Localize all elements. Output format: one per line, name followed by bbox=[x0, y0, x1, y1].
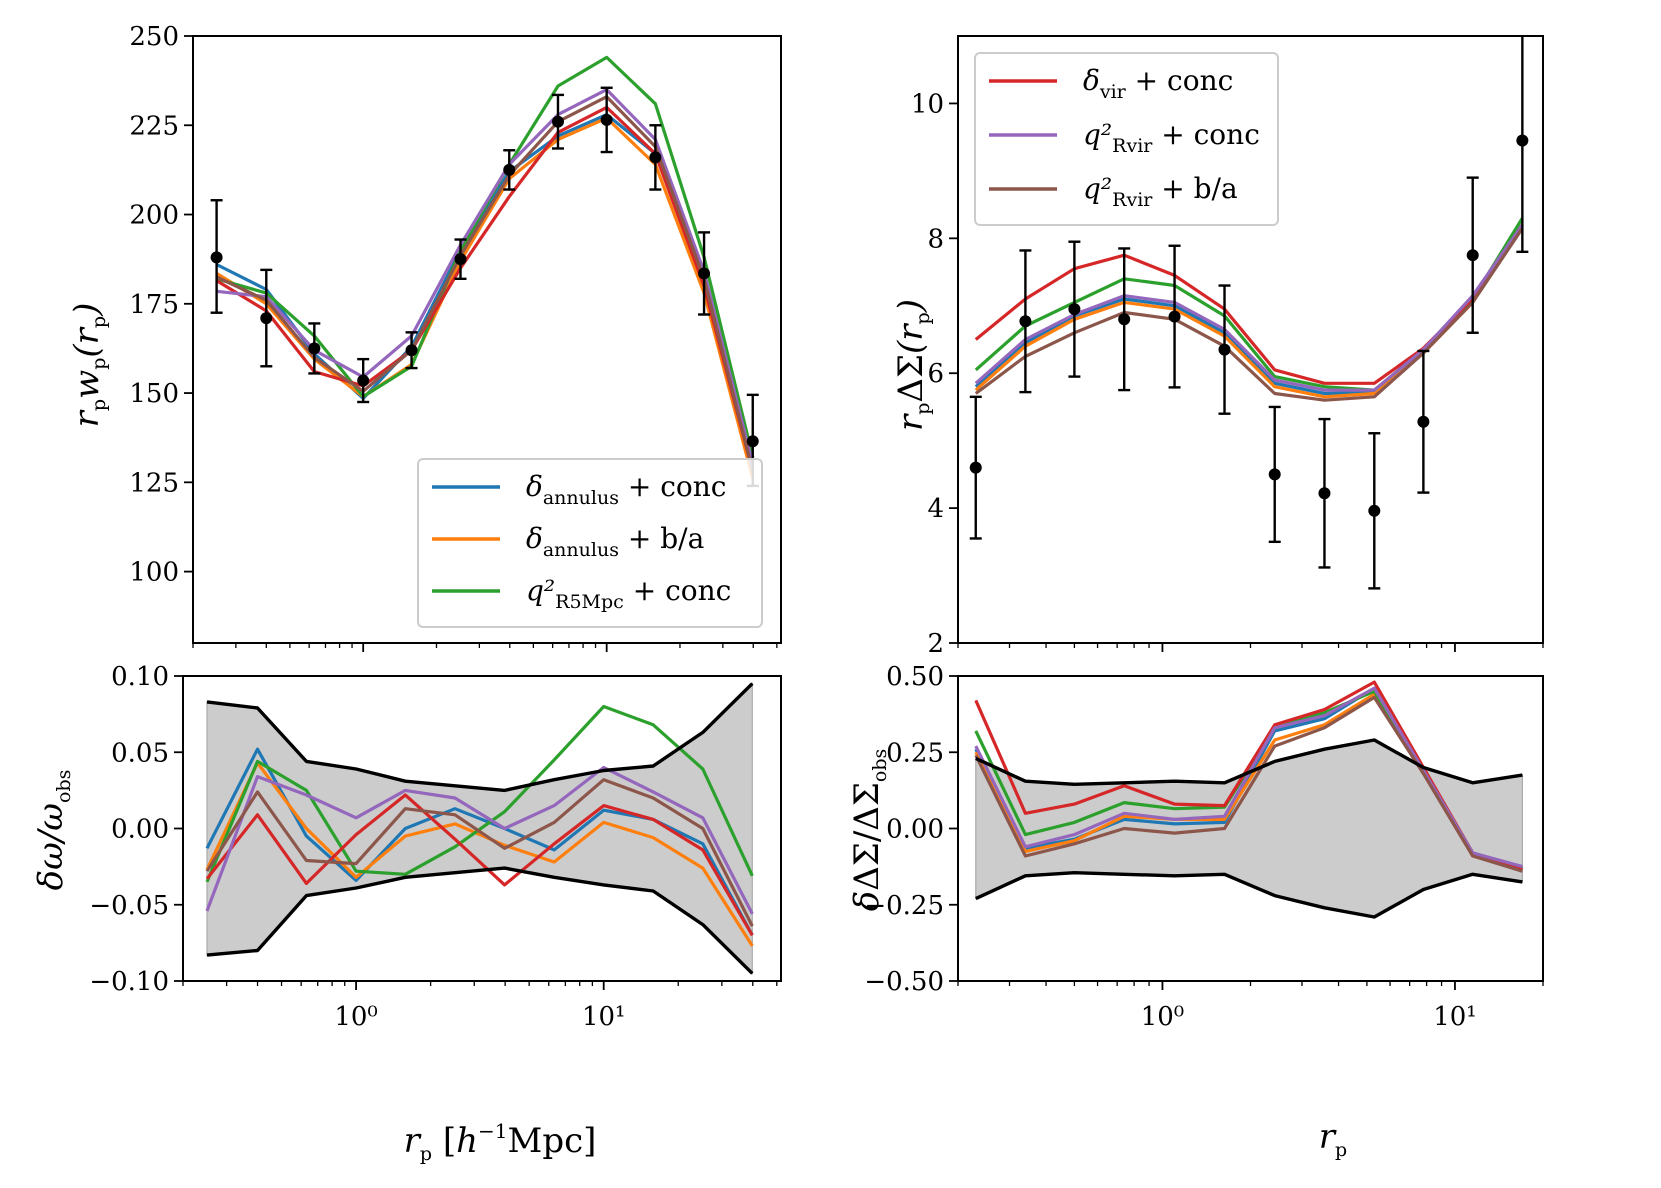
ds-top-legend: δvir + conc q²Rvir + conc q²Rvir + b/a bbox=[974, 52, 1279, 226]
legend-entry: δannulus + b/a bbox=[432, 522, 704, 561]
x-tick-label: 10⁰ bbox=[1141, 1002, 1185, 1032]
legend-entry: q²R5Mpc + conc bbox=[432, 574, 731, 613]
svg-text:q²Rvir + b/a: q²Rvir + b/a bbox=[1083, 172, 1238, 211]
y-tick-label: 200 bbox=[129, 201, 179, 231]
observed-point bbox=[1318, 417, 1331, 569]
observed-point bbox=[210, 199, 223, 314]
ds-top-ylabel: rpΔΣ(rp) bbox=[891, 299, 934, 431]
y-tick-label: 2 bbox=[927, 629, 944, 659]
x-tick-label: 10¹ bbox=[1433, 1002, 1477, 1032]
observed-point bbox=[1466, 176, 1479, 334]
observed-point bbox=[357, 357, 370, 404]
wp-top-plot-area bbox=[210, 55, 759, 488]
observed-point bbox=[600, 86, 613, 154]
wp-bottom-plot-area bbox=[205, 682, 754, 975]
legend-entry: δannulus + conc bbox=[432, 470, 726, 509]
svg-text:δannulus + conc: δannulus + conc bbox=[526, 470, 726, 509]
band-lower-edge bbox=[206, 866, 754, 975]
wp-residual-panel: −0.10 −0.05 0.00 0.05 0.10 10⁰ 10¹ bbox=[89, 662, 782, 1032]
observed-point bbox=[1516, 36, 1529, 254]
observed-point bbox=[1268, 405, 1281, 544]
svg-text:δannulus + b/a: δannulus + b/a bbox=[526, 522, 704, 561]
observed-point bbox=[503, 149, 516, 191]
wp-top-axes-frame bbox=[192, 35, 782, 644]
svg-text:q²R5Mpc + conc: q²R5Mpc + conc bbox=[526, 574, 731, 613]
observed-point bbox=[1417, 349, 1430, 494]
y-tick-label: 250 bbox=[129, 22, 179, 52]
x-tick-label: 10¹ bbox=[582, 1002, 626, 1032]
series-line-q-r5mpc-conc bbox=[205, 704, 754, 883]
series-line-q-rvir-conc bbox=[205, 765, 754, 915]
observed-point bbox=[969, 395, 982, 540]
observed-point bbox=[1168, 244, 1181, 389]
observed-point bbox=[308, 322, 321, 375]
observed-point bbox=[454, 238, 467, 280]
y-tick-label: −0.10 bbox=[89, 967, 169, 997]
legend-entry: q²Rvir + b/a bbox=[989, 172, 1238, 211]
y-tick-label: −0.25 bbox=[864, 891, 944, 921]
series-line--annulus-b-a bbox=[205, 761, 754, 947]
y-tick-label: 0.50 bbox=[886, 662, 944, 692]
y-tick-label: 225 bbox=[129, 111, 179, 141]
y-tick-label: 0.05 bbox=[111, 738, 169, 768]
y-tick-label: 6 bbox=[927, 359, 944, 389]
observed-point bbox=[260, 268, 273, 368]
y-tick-label: 8 bbox=[927, 224, 944, 254]
series-line-q-rvir-conc bbox=[216, 87, 755, 465]
legend-entry: q²Rvir + conc bbox=[989, 118, 1260, 157]
series-line-q-rvir-b-a bbox=[215, 95, 755, 472]
delta-sigma-top-panel: 2 4 6 8 10 δvir + conc q²Rvir + conc q²Rvir + b… bbox=[911, 35, 1544, 659]
series-line-q-rvir-b-a bbox=[205, 778, 754, 927]
y-tick-label: 150 bbox=[129, 379, 179, 409]
y-tick-label: 175 bbox=[129, 290, 179, 320]
y-tick-label: 0.00 bbox=[111, 815, 169, 845]
ds-bottom-plot-area bbox=[974, 680, 1523, 919]
series-line-q-rvir-b-a bbox=[974, 695, 1523, 873]
series-line-q-rvir-b-a bbox=[974, 227, 1524, 402]
series-line--vir-conc bbox=[215, 105, 755, 473]
observed-point bbox=[1068, 240, 1081, 378]
observed-point bbox=[649, 124, 662, 191]
y-tick-label: 100 bbox=[129, 558, 179, 588]
ds-top-plot-area bbox=[969, 36, 1529, 590]
observed-point bbox=[1368, 432, 1381, 590]
band-upper-edge bbox=[206, 682, 754, 793]
svg-text:q²Rvir + conc: q²Rvir + conc bbox=[1083, 118, 1260, 157]
y-tick-label: 4 bbox=[927, 494, 944, 524]
series-line-q-rvir-conc bbox=[974, 223, 1524, 392]
wp-top-legend: δannulus + conc δannulus + b/a q²R5Mpc + c… bbox=[417, 458, 763, 628]
band-lower-edge bbox=[975, 871, 1523, 919]
observed-point bbox=[1118, 247, 1131, 392]
observed-point bbox=[551, 93, 564, 150]
observed-point bbox=[1218, 284, 1231, 415]
x-tick-label: 10⁰ bbox=[334, 1002, 378, 1032]
y-tick-label: −0.50 bbox=[864, 967, 944, 997]
observed-point bbox=[698, 231, 711, 316]
y-tick-label: 0.10 bbox=[111, 662, 169, 692]
observed-point bbox=[1019, 249, 1032, 394]
series-line--vir-conc bbox=[205, 793, 754, 937]
y-tick-label: 0.25 bbox=[886, 738, 944, 768]
y-tick-label: 0.00 bbox=[886, 815, 944, 845]
y-tick-label: −0.05 bbox=[89, 891, 169, 921]
y-tick-label: 125 bbox=[129, 468, 179, 498]
legend-entry: δvir + conc bbox=[989, 64, 1233, 103]
svg-text:rpΔΣ(rp): rpΔΣ(rp) bbox=[891, 299, 934, 431]
delta-sigma-residual-panel: −0.50 −0.25 0.00 0.25 0.50 10⁰ 10¹ bbox=[864, 662, 1544, 1032]
svg-text:δvir + conc: δvir + conc bbox=[1083, 64, 1233, 103]
y-tick-label: 10 bbox=[911, 89, 944, 119]
band-upper-edge bbox=[975, 738, 1523, 786]
observed-point bbox=[405, 331, 418, 370]
